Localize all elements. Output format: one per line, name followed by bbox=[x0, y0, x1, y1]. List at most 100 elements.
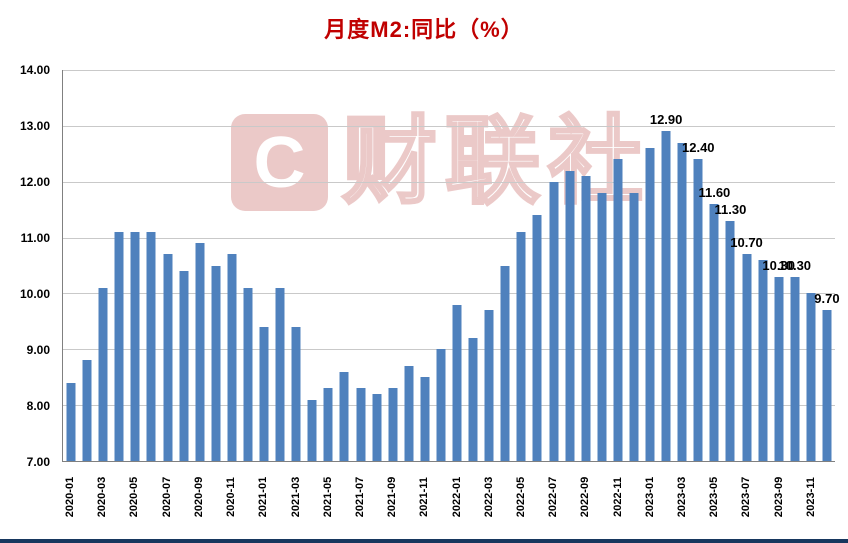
bar bbox=[725, 220, 735, 461]
bar bbox=[243, 287, 253, 461]
x-axis-tick-label: 2023-05 bbox=[708, 476, 721, 518]
bar bbox=[581, 176, 591, 461]
bar-value-label: 11.60 bbox=[698, 185, 731, 201]
bar bbox=[227, 254, 237, 461]
bar bbox=[693, 159, 703, 461]
bar bbox=[291, 326, 301, 461]
gridline bbox=[63, 349, 835, 351]
bar bbox=[307, 399, 317, 461]
gridline bbox=[63, 405, 835, 407]
x-axis-tick-label: 2022-01 bbox=[450, 476, 463, 518]
bar bbox=[211, 265, 221, 461]
bar-value-label: 10.70 bbox=[730, 235, 763, 251]
bar bbox=[339, 371, 349, 461]
bar bbox=[114, 232, 124, 461]
x-axis-tick-label: 2023-01 bbox=[643, 476, 656, 518]
bar bbox=[259, 326, 269, 461]
bar bbox=[629, 192, 639, 461]
x-axis-tick-label: 2023-07 bbox=[740, 476, 753, 518]
bar-value-label: 10.30 bbox=[762, 257, 795, 273]
x-axis-tick-label: 2023-09 bbox=[772, 476, 785, 518]
bar bbox=[436, 349, 446, 461]
bar bbox=[565, 170, 575, 461]
bar bbox=[645, 148, 655, 461]
bar bbox=[356, 388, 366, 461]
x-axis-tick-label: 2020-03 bbox=[96, 476, 109, 518]
bar bbox=[677, 142, 687, 461]
x-axis-tick-label: 2021-03 bbox=[289, 476, 302, 518]
bar-value-label: 12.40 bbox=[682, 140, 715, 156]
y-axis-tick-label: 12.00 bbox=[19, 175, 50, 189]
bar bbox=[388, 388, 398, 461]
x-axis-tick-label: 2021-11 bbox=[418, 477, 431, 517]
bar bbox=[500, 265, 510, 461]
y-axis-tick-label: 7.00 bbox=[26, 455, 50, 469]
bar bbox=[758, 259, 768, 461]
bar bbox=[774, 276, 784, 461]
bar bbox=[179, 271, 189, 461]
bar bbox=[275, 287, 285, 461]
bar bbox=[806, 293, 816, 461]
bar bbox=[822, 310, 832, 461]
x-axis-tick-label: 2021-09 bbox=[386, 476, 399, 518]
bar bbox=[82, 360, 92, 461]
x-axis-tick-label: 2022-03 bbox=[482, 476, 495, 518]
logo-letter: C bbox=[253, 122, 306, 203]
bar bbox=[66, 382, 76, 461]
x-axis-tick-label: 2021-07 bbox=[353, 476, 366, 518]
bar bbox=[549, 181, 559, 461]
bar bbox=[420, 377, 430, 461]
y-axis: 14.00 13.00 12.00 11.00 10.00 9.00 8.00 7.00 bbox=[0, 63, 56, 469]
gridline bbox=[63, 293, 835, 295]
bar-value-label: 12.90 bbox=[649, 112, 683, 128]
x-axis-tick-label: 2023-11 bbox=[804, 477, 817, 517]
x-axis-tick-label: 2022-07 bbox=[547, 476, 560, 518]
bar bbox=[742, 254, 752, 461]
gridline bbox=[63, 70, 835, 71]
x-axis-tick-label: 2022-09 bbox=[579, 476, 592, 518]
x-axis-tick-label: 2021-05 bbox=[321, 476, 334, 518]
y-axis-tick-label: 13.00 bbox=[19, 119, 50, 133]
bar-value-label: 10.30 bbox=[778, 257, 812, 273]
x-axis-tick-label: 2022-05 bbox=[514, 476, 527, 518]
bar bbox=[372, 393, 382, 461]
y-axis-tick-label: 11.00 bbox=[20, 231, 50, 245]
bar bbox=[323, 388, 333, 461]
bar bbox=[597, 192, 607, 461]
bar bbox=[516, 232, 526, 461]
x-axis-tick-label: 2020-11 bbox=[225, 477, 238, 517]
bar bbox=[130, 232, 140, 461]
gridline bbox=[63, 125, 835, 127]
bar bbox=[146, 232, 156, 461]
x-axis-tick-label: 2022-11 bbox=[611, 477, 624, 517]
x-axis-tick-label: 2020-05 bbox=[128, 476, 141, 518]
gridline bbox=[63, 237, 835, 239]
bottom-border bbox=[0, 539, 848, 543]
bar bbox=[404, 366, 414, 461]
y-axis-tick-label: 10.00 bbox=[19, 287, 50, 301]
y-axis-tick-label: 8.00 bbox=[26, 399, 50, 413]
x-axis-tick-label: 2021-01 bbox=[257, 476, 270, 518]
x-axis-tick-label: 2020-09 bbox=[192, 476, 205, 518]
bar bbox=[195, 243, 205, 461]
bar bbox=[468, 338, 478, 461]
bar bbox=[484, 310, 494, 461]
bar bbox=[709, 204, 719, 461]
gridline bbox=[63, 181, 835, 183]
x-axis-tick-label: 2020-01 bbox=[64, 476, 77, 518]
y-axis-tick-label: 9.00 bbox=[26, 343, 50, 357]
y-axis-tick-label: 14.00 bbox=[19, 63, 50, 77]
bar bbox=[532, 215, 542, 461]
x-axis-tick-label: 2023-03 bbox=[676, 476, 688, 518]
bar bbox=[613, 159, 623, 461]
cailianshe-logo-icon: C bbox=[231, 114, 328, 211]
plot-area: C 财联社 12.90 12.40 11.60 11.30 10.70 10.30 10.3… bbox=[62, 70, 840, 462]
bar bbox=[98, 287, 108, 461]
bar bbox=[452, 304, 462, 461]
chart-title: 月度M2:同比（%） bbox=[324, 17, 524, 42]
x-axis: 2020-01 2020-03 2020-05 2020-07 2020-09 2020-… bbox=[62, 464, 835, 540]
bar bbox=[163, 254, 173, 461]
bar bbox=[661, 131, 671, 461]
bar-value-label: 11.30 bbox=[714, 201, 747, 217]
